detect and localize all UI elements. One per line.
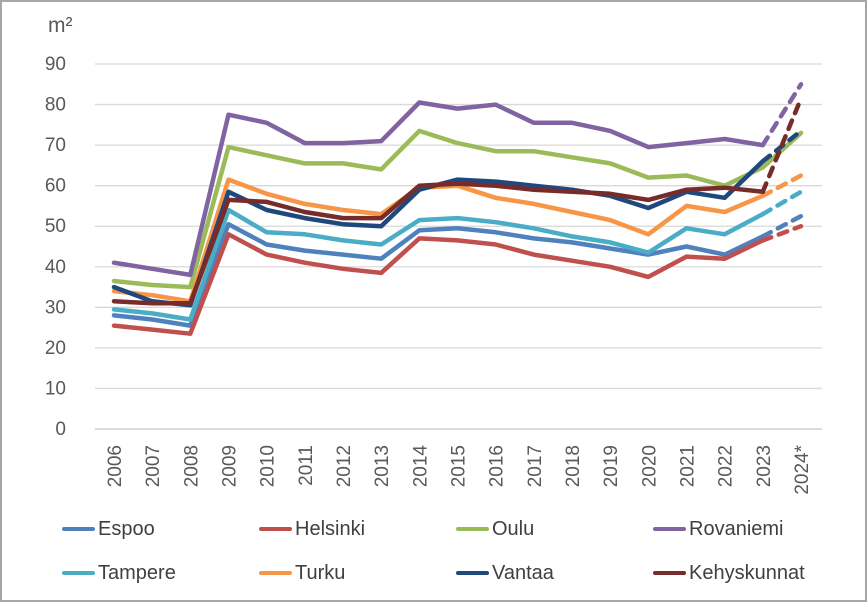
x-tick-label: 2008 [181,445,202,487]
legend-label: Kehyskunnat [689,561,805,584]
y-axis-unit-label: m² [48,14,73,37]
legend-label: Espoo [98,517,155,540]
series-line-projection-helsinki [760,223,804,243]
series-line-projection-turku [760,173,804,199]
series-line-kehyskunnat [111,181,766,306]
y-tick-label: 40 [45,257,66,278]
legend-item-helsinki: Helsinki [259,507,456,551]
x-tick-label: 2007 [143,445,164,487]
y-tick-label: 10 [45,378,66,399]
legend-item-espoo: Espoo [62,507,259,551]
series-line-helsinki [111,232,766,336]
legend-label: Tampere [98,561,176,584]
y-tick-label: 90 [45,54,66,75]
series-line-projection-espoo [760,213,804,239]
legend-swatch [456,571,489,575]
series-line-tampere [111,207,766,322]
y-tick-label: 80 [45,95,66,116]
legend-label: Vantaa [492,561,554,584]
series-line-espoo [111,221,766,328]
legend-swatch [259,527,292,531]
x-tick-label: 2006 [105,445,126,487]
series-line-rovaniemi [111,100,766,278]
y-tick-label: 50 [45,216,66,237]
legend-label: Rovaniemi [689,517,784,540]
x-tick-label: 2013 [372,445,393,487]
x-tick-label: 2014 [410,445,431,488]
legend-item-oulu: Oulu [456,507,653,551]
legend-swatch [62,571,95,575]
legend-item-rovaniemi: Rovaniemi [653,507,850,551]
series-line-projection-tampere [760,189,804,217]
chart-legend: Espoo Helsinki Oulu Rovaniemi Tampere Turku Va… [62,507,850,595]
x-tick-label: 2015 [449,445,470,487]
series-line-projection-kehyskunnat [760,96,804,195]
y-tick-label: 60 [45,176,66,197]
x-tick-label: 2009 [220,445,241,487]
x-tick-label: 2019 [601,445,622,487]
x-tick-label: 2020 [639,445,660,487]
x-tick-label: 2024* [792,444,813,494]
series-line-projection-rovaniemi [760,82,804,148]
legend-swatch [653,527,686,531]
y-tick-label: 0 [55,419,66,440]
legend-swatch [456,527,489,531]
legend-item-tampere: Tampere [62,551,259,595]
x-tick-label: 2010 [258,445,279,487]
x-tick-label: 2011 [296,445,317,486]
y-tick-label: 20 [45,338,66,359]
series-line-oulu [111,128,804,290]
x-tick-label: 2016 [487,445,508,487]
y-tick-label: 70 [45,135,66,156]
y-tick-label: 30 [45,297,66,318]
x-tick-label: 2018 [563,445,584,487]
x-tick-label: 2022 [716,445,737,487]
legend-label: Turku [295,561,346,584]
x-tick-label: 2017 [525,445,546,487]
x-tick-label: 2021 [678,445,699,487]
legend-label: Helsinki [295,517,366,540]
legend-item-kehyskunnat: Kehyskunnat [653,551,850,595]
x-tick-label: 2023 [754,445,775,487]
legend-swatch [653,571,686,575]
legend-swatch [259,571,292,575]
legend-item-vantaa: Vantaa [456,551,653,595]
x-tick-label: 2012 [334,445,355,487]
legend-item-turku: Turku [259,551,456,595]
legend-label: Oulu [492,517,535,540]
legend-swatch [62,527,95,531]
